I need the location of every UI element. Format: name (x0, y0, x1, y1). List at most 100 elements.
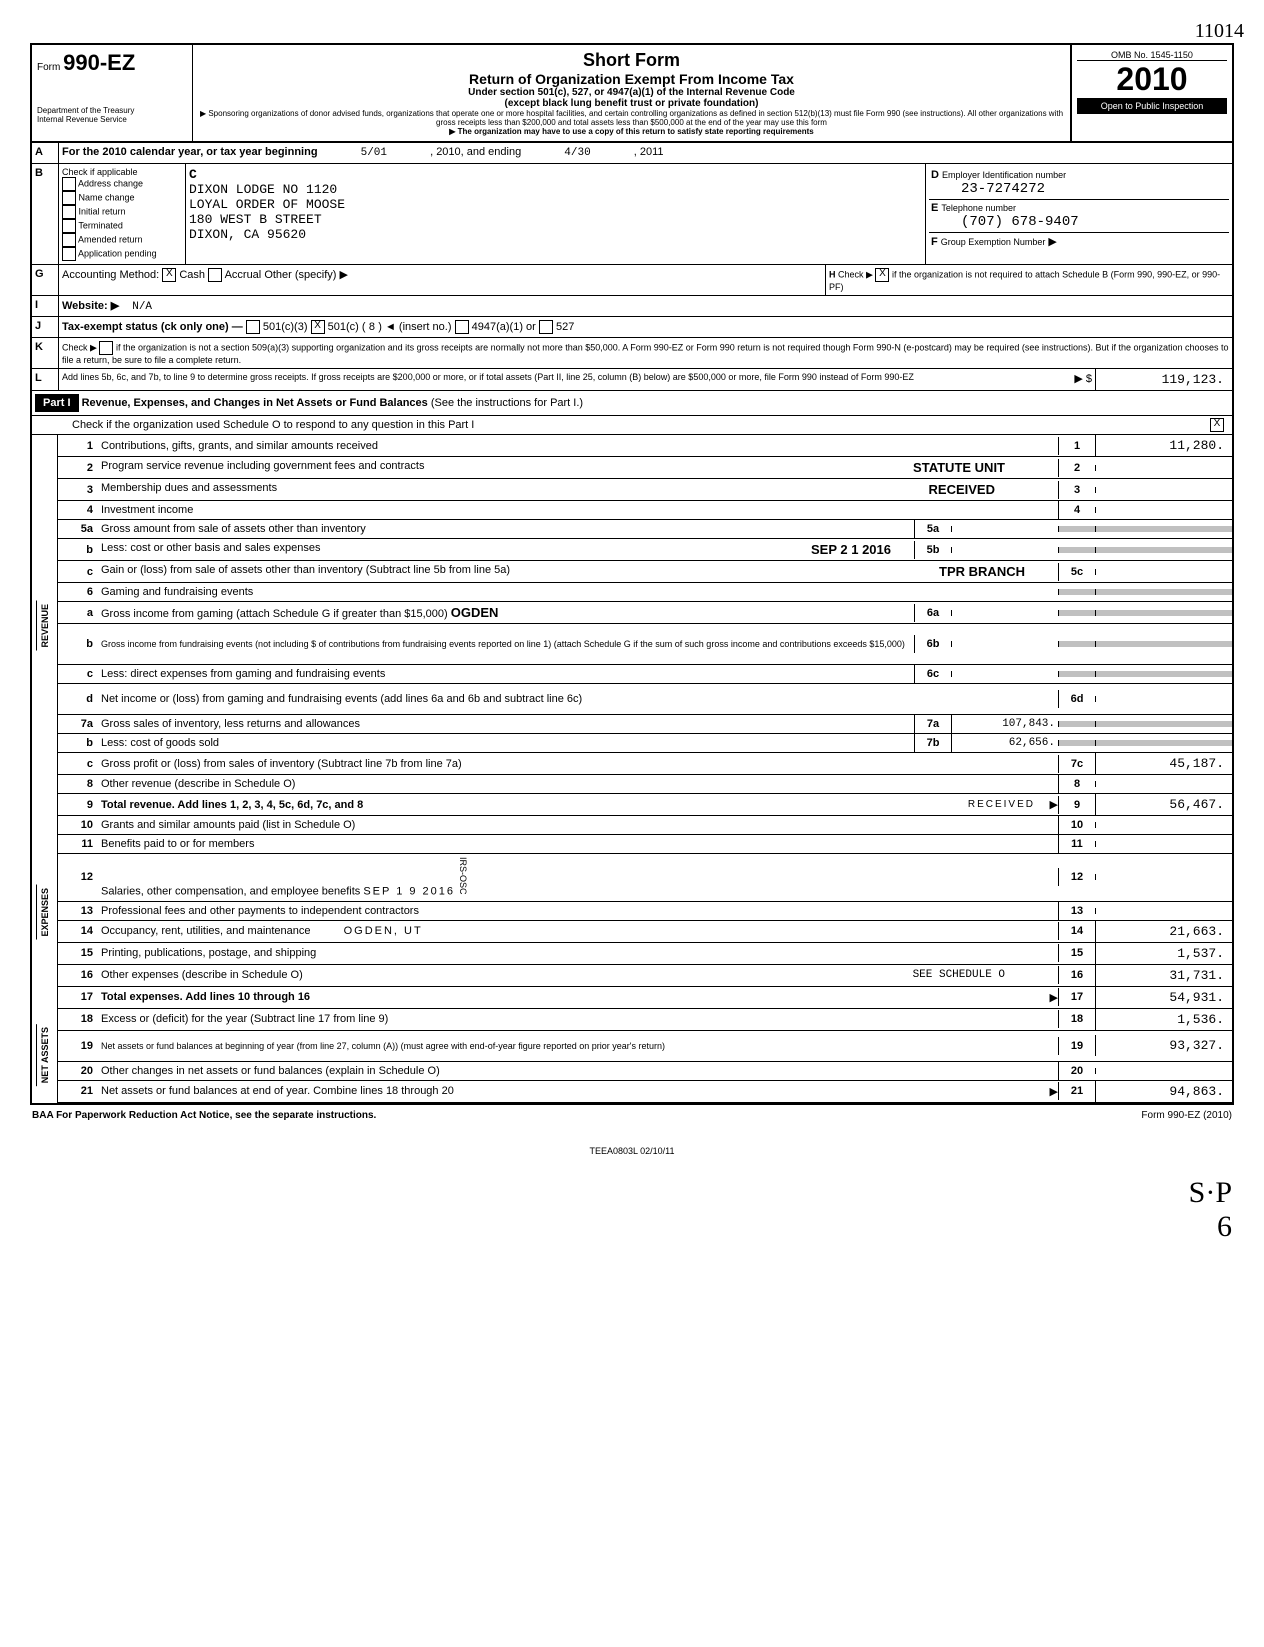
4947-label: 4947(a)(1) or (472, 321, 536, 333)
check-name[interactable]: Name change (62, 191, 182, 205)
year2-text: , 2011 (634, 146, 664, 158)
line-9-val[interactable]: 56,467. (1095, 794, 1232, 815)
line-7b-subval[interactable]: 62,656. (951, 734, 1058, 752)
line-7c-val[interactable]: 45,187. (1095, 753, 1232, 774)
org-address[interactable]: 180 WEST B STREET (189, 212, 322, 227)
line-6b-subval[interactable] (951, 641, 1058, 647)
line-17-val[interactable]: 54,931. (1095, 987, 1232, 1008)
line-16-val[interactable]: 31,731. (1095, 965, 1232, 986)
label-b: B (32, 164, 59, 264)
501c3-checkbox[interactable] (246, 320, 260, 334)
line-12-val[interactable] (1095, 874, 1232, 880)
label-i: I (32, 296, 59, 316)
k-checkbox[interactable] (99, 341, 113, 355)
row-a-text: For the 2010 calendar year, or tax year … (62, 146, 318, 158)
group-exempt-label: Group Exemption Number (941, 237, 1046, 247)
line-20-val[interactable] (1095, 1068, 1232, 1074)
footer-left: BAA For Paperwork Reduction Act Notice, … (32, 1110, 376, 1121)
line-20: 20 Other changes in net assets or fund b… (58, 1062, 1232, 1081)
line-18-val[interactable]: 1,536. (1095, 1009, 1232, 1030)
line-13-desc: Professional fees and other payments to … (98, 902, 1058, 920)
501c-num[interactable]: 8 (369, 322, 376, 334)
ein-value[interactable]: 23-7274272 (931, 181, 1045, 197)
website-value[interactable]: N/A (122, 301, 152, 313)
line-8-desc: Other revenue (describe in Schedule O) (98, 775, 1058, 793)
cash-label: Cash (179, 269, 205, 281)
line-11-val[interactable] (1095, 841, 1232, 847)
check-address[interactable]: Address change (62, 177, 182, 191)
org-city[interactable]: DIXON, CA 95620 (189, 227, 306, 242)
line-12-desc-wrap: Salaries, other compensation, and employ… (98, 854, 1058, 901)
line-6a-subval[interactable] (951, 610, 1058, 616)
part1-check-text: Check if the organization used Schedule … (32, 416, 1202, 434)
line-6-shade2 (1095, 589, 1232, 595)
l-value[interactable]: 119,123. (1095, 369, 1232, 390)
org-name-2[interactable]: LOYAL ORDER OF MOOSE (189, 197, 345, 212)
part1-checkbox[interactable]: X (1210, 418, 1224, 432)
phone-value[interactable]: (707) 678-9407 (931, 214, 1079, 230)
check-terminated[interactable]: Terminated (62, 219, 182, 233)
line-5a-subval[interactable] (951, 526, 1058, 532)
check-if-applicable: Check if applicable Address change Name … (59, 164, 186, 264)
line-5b-shade2 (1095, 547, 1232, 553)
begin-date[interactable]: 5/01 (321, 147, 427, 159)
row-k: K Check ▶ if the organization is not a s… (32, 338, 1232, 369)
line-6c-shade2 (1095, 671, 1232, 677)
line-7a-subval[interactable]: 107,843. (951, 715, 1058, 733)
527-checkbox[interactable] (539, 320, 553, 334)
line-8-val[interactable] (1095, 781, 1232, 787)
line-5b-subval[interactable] (951, 547, 1058, 553)
line-5a-num: 5a (58, 520, 98, 538)
revenue-section: REVENUE 1 Contributions, gifts, grants, … (32, 435, 1232, 816)
received-stamp: RECEIVED (929, 482, 995, 497)
line-6d-desc: Net income or (loss) from gaming and fun… (98, 690, 1058, 708)
line-1-val[interactable]: 11,280. (1095, 435, 1232, 456)
line-7a-desc: Gross sales of inventory, less returns a… (98, 715, 914, 733)
accrual-checkbox[interactable] (208, 268, 222, 282)
other-label: Other (specify) ▶ (264, 269, 348, 281)
line-12: 12 Salaries, other compensation, and emp… (58, 854, 1232, 902)
line-8-col: 8 (1058, 775, 1095, 793)
line-21-desc: Net assets or fund balances at end of ye… (98, 1082, 1038, 1100)
line-2-desc: Program service revenue including govern… (101, 460, 424, 472)
4947-checkbox[interactable] (455, 320, 469, 334)
line-3-val[interactable] (1095, 487, 1232, 493)
netassets-side-label: NET ASSETS (36, 1024, 53, 1086)
501c-checkbox[interactable]: X (311, 320, 325, 334)
line-16-col: 16 (1058, 966, 1095, 984)
line-13-val[interactable] (1095, 908, 1232, 914)
line-20-col: 20 (1058, 1062, 1095, 1080)
line-19-desc: Net assets or fund balances at beginning… (98, 1038, 1058, 1054)
line-17-desc: Total expenses. Add lines 10 through 16 (101, 991, 310, 1003)
end-date[interactable]: 4/30 (524, 147, 630, 159)
line-18-num: 18 (58, 1010, 98, 1028)
line-2-val[interactable] (1095, 465, 1232, 471)
line-5c-val[interactable] (1095, 569, 1232, 575)
year1-text: , 2010, and ending (430, 146, 521, 158)
line-17-num: 17 (58, 988, 98, 1006)
cash-checkbox[interactable]: X (162, 268, 176, 282)
line-5c-col: 5c (1058, 563, 1095, 581)
arrow-f: ▶ (1048, 236, 1056, 248)
form-number: 990-EZ (63, 50, 135, 75)
line-4-val[interactable] (1095, 507, 1232, 513)
line-6c-subval[interactable] (951, 671, 1058, 677)
line-21-val[interactable]: 94,863. (1095, 1081, 1232, 1102)
l-desc: Add lines 5b, 6c, and 7b, to line 9 to d… (62, 372, 914, 382)
line-15: 15 Printing, publications, postage, and … (58, 943, 1232, 965)
line-6d-val[interactable] (1095, 696, 1232, 702)
check-amended[interactable]: Amended return (62, 233, 182, 247)
line-5b-desc: Less: cost or other basis and sales expe… (101, 542, 321, 554)
org-name-1[interactable]: DIXON LODGE NO 1120 (189, 182, 337, 197)
line-15-val[interactable]: 1,537. (1095, 943, 1232, 964)
line-14-val[interactable]: 21,663. (1095, 921, 1232, 942)
line-14-num: 14 (58, 922, 98, 940)
check-pending[interactable]: Application pending (62, 247, 182, 261)
header-left: Form 990-EZ Department of the Treasury I… (32, 45, 193, 141)
check-initial[interactable]: Initial return (62, 205, 182, 219)
h-checkbox[interactable]: X (875, 268, 889, 282)
except-text: (except black lung benefit trust or priv… (198, 98, 1065, 109)
line-10-val[interactable] (1095, 822, 1232, 828)
line-19-val[interactable]: 93,327. (1095, 1035, 1232, 1056)
label-l: L (32, 369, 59, 390)
